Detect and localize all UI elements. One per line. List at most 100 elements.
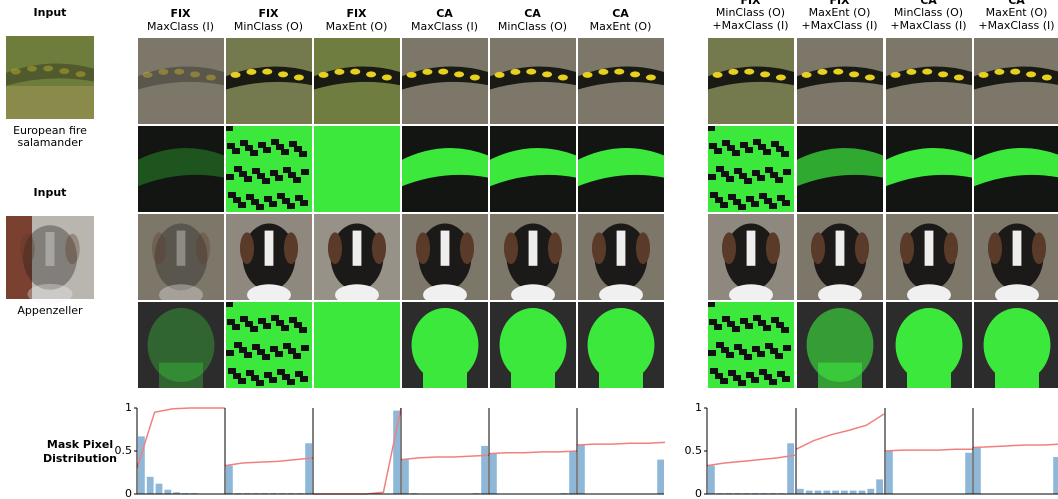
spot xyxy=(775,74,786,81)
mask-hole xyxy=(256,204,264,210)
mask-hole xyxy=(710,368,718,374)
spot xyxy=(438,68,449,75)
result-image xyxy=(489,37,577,125)
mask-hole xyxy=(251,375,259,381)
cell-border xyxy=(796,125,884,213)
mask-hole xyxy=(714,324,722,330)
mask-hole xyxy=(228,368,236,374)
result-image xyxy=(489,301,577,389)
mask-hole xyxy=(283,343,291,349)
mask-hole xyxy=(753,139,761,145)
dog-ear xyxy=(591,232,607,265)
hist-bar xyxy=(886,451,893,494)
mask-hole xyxy=(738,380,746,386)
mask-hole xyxy=(781,327,789,333)
spot xyxy=(728,68,739,75)
column-method: CA xyxy=(524,7,541,20)
mask-hole xyxy=(707,301,715,307)
column-method: FIX xyxy=(258,7,279,20)
bg xyxy=(137,213,225,301)
spot xyxy=(582,71,593,78)
cell-border xyxy=(796,301,884,389)
result-image xyxy=(489,125,577,213)
hist-bar xyxy=(814,490,822,494)
mask-hole xyxy=(239,171,247,177)
mask-hole xyxy=(240,140,248,146)
mask-hole xyxy=(752,170,760,176)
mask-hole xyxy=(764,198,772,204)
spot xyxy=(469,74,480,81)
cell-border xyxy=(489,301,577,389)
result-image xyxy=(796,213,884,306)
mask-hole xyxy=(281,325,289,331)
mask-hole xyxy=(288,348,296,354)
mask-hole xyxy=(758,144,766,150)
cdf-line xyxy=(706,454,796,467)
cell-border xyxy=(489,37,577,125)
cdf-line xyxy=(972,443,1058,449)
mask-hole xyxy=(300,200,308,206)
spot xyxy=(817,68,828,75)
mask-hole xyxy=(753,315,761,321)
mask-hole xyxy=(301,169,309,175)
mask-hole xyxy=(234,342,242,348)
mask-blob xyxy=(401,147,489,187)
spot xyxy=(614,68,625,75)
mask-hole xyxy=(745,323,753,329)
spot xyxy=(158,68,169,75)
cell-border xyxy=(973,213,1058,301)
mask-hole xyxy=(238,378,246,384)
result-image xyxy=(225,301,313,389)
mask-hole xyxy=(245,321,253,327)
mask-hole xyxy=(746,372,754,378)
mask-hole xyxy=(775,353,783,359)
spot xyxy=(75,71,86,78)
result-image xyxy=(401,37,489,125)
spot xyxy=(906,68,917,75)
cell-border xyxy=(796,37,884,125)
mask-hole xyxy=(765,167,773,173)
mask-hole xyxy=(751,201,759,207)
mask-hole xyxy=(781,151,789,157)
column-method: CA xyxy=(1008,0,1025,7)
mask-hole xyxy=(299,151,307,157)
cell-border xyxy=(225,37,313,125)
mask-hole xyxy=(258,318,266,324)
cell-border xyxy=(401,301,489,389)
cdf-line xyxy=(488,450,578,455)
mask-hole xyxy=(250,150,258,156)
column-objective: MaxEnt (O) xyxy=(809,6,871,19)
column-method: CA xyxy=(612,7,629,20)
spot xyxy=(542,71,553,78)
dog-head xyxy=(154,223,208,291)
spot xyxy=(922,68,933,75)
cell-border xyxy=(577,37,665,125)
mask-hole xyxy=(300,376,308,382)
result-image xyxy=(225,125,313,213)
mask-hole xyxy=(765,343,773,349)
y-tick-label: 0 xyxy=(695,487,702,499)
spot xyxy=(978,71,989,78)
spot xyxy=(27,65,37,72)
bg xyxy=(137,125,225,213)
result-image xyxy=(796,37,884,125)
result-image xyxy=(973,125,1058,213)
hist-bar xyxy=(974,447,981,494)
result-image xyxy=(885,301,973,389)
result-image xyxy=(707,213,795,306)
y-tick-label: 0.5 xyxy=(115,444,133,457)
hist-bar xyxy=(787,443,794,494)
spot xyxy=(938,71,949,78)
dog-ear xyxy=(1031,232,1047,265)
result-image xyxy=(707,37,795,125)
spot xyxy=(205,74,216,81)
mask-hole xyxy=(763,325,771,331)
spot xyxy=(890,71,901,78)
input-caption: Appenzeller xyxy=(17,304,83,317)
dog-blaze xyxy=(835,230,845,266)
mask-hole xyxy=(238,202,246,208)
dog-blaze xyxy=(352,230,362,266)
hist-bar xyxy=(708,465,715,494)
cell-border xyxy=(796,213,884,301)
dog-blaze xyxy=(1012,230,1022,266)
